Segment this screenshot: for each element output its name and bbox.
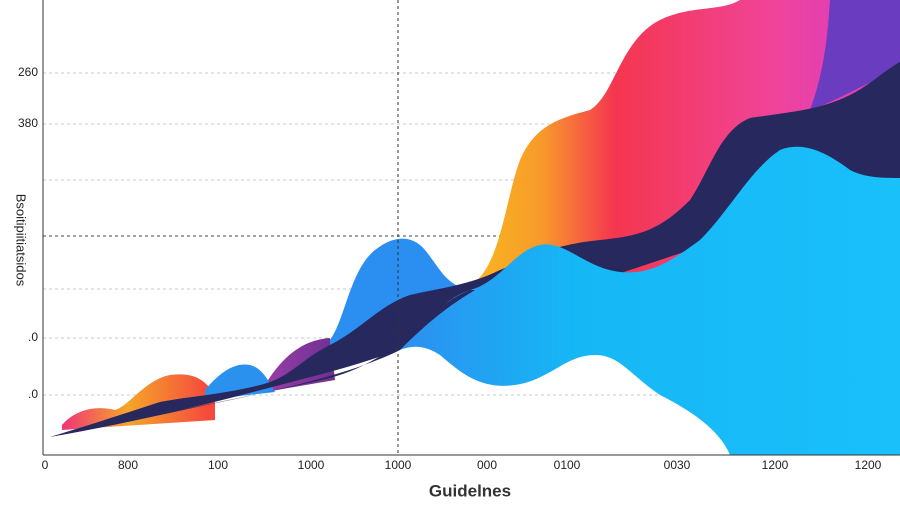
y-tick-label: .0 [28, 330, 38, 344]
x-tick-label: 1000 [298, 458, 325, 472]
x-tick-label: 100 [208, 458, 228, 472]
purple-area [810, 0, 900, 110]
y-tick-label: 260 [18, 65, 38, 79]
x-tick-label: 0030 [664, 458, 691, 472]
cyan-area [400, 146, 900, 455]
x-tick-label: 1200 [855, 458, 882, 472]
blue-bump-small [205, 364, 275, 400]
axes [42, 0, 900, 456]
areas [50, 0, 900, 455]
x-tick-label: 1200 [762, 458, 789, 472]
x-tick-label: 000 [477, 458, 497, 472]
y-tick-label: 380 [18, 116, 38, 130]
x-axis-title: Guidelnes [429, 481, 511, 500]
y-tick-label: .0 [28, 387, 38, 401]
x-tick-label: 800 [118, 458, 138, 472]
y-axis-title: Bsoitipiitiatsidos [14, 194, 29, 287]
x-tick-label: 0 [42, 458, 49, 472]
x-tick-label: 0100 [554, 458, 581, 472]
x-tick-label: 1000 [385, 458, 412, 472]
warm-left-area [62, 374, 215, 430]
